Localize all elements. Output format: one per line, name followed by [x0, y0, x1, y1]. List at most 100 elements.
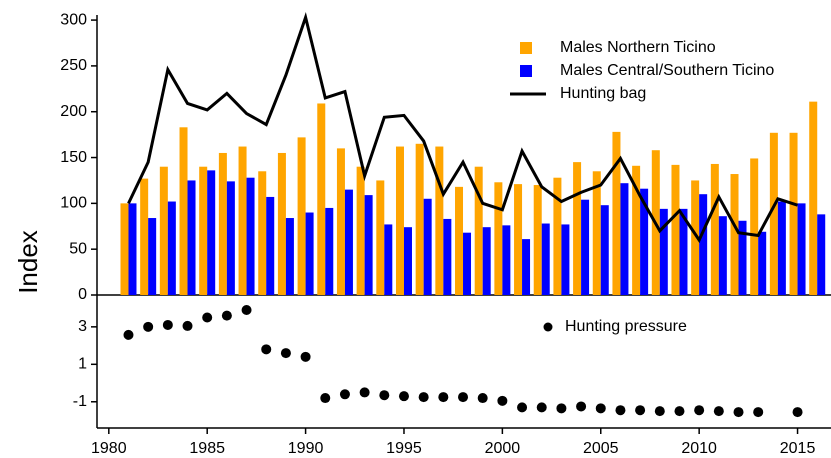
bar [344, 189, 353, 295]
bar [356, 166, 365, 295]
bar [809, 101, 818, 296]
point [280, 348, 291, 359]
bar [384, 224, 393, 295]
bar [364, 195, 373, 295]
bar [718, 216, 727, 295]
point [320, 393, 331, 404]
bar [817, 214, 826, 295]
x-tick-label: 2005 [583, 440, 619, 457]
point [595, 403, 606, 414]
bar [443, 218, 452, 295]
y-tick-label: 100 [60, 195, 87, 212]
bar [297, 137, 306, 295]
point [792, 407, 803, 418]
bar [207, 170, 216, 295]
point [418, 392, 429, 403]
bar [285, 218, 294, 295]
point [438, 392, 449, 403]
bar [148, 218, 157, 295]
bar [120, 203, 129, 295]
bar [159, 166, 168, 295]
point [398, 391, 409, 402]
point [635, 405, 646, 416]
x-tick-label: 2010 [681, 440, 717, 457]
bar [317, 103, 326, 295]
point [458, 392, 469, 403]
bar [553, 177, 562, 295]
bar [777, 201, 786, 295]
bar [277, 152, 286, 295]
bar [797, 203, 806, 295]
bar [789, 132, 798, 295]
x-tick-label: 1985 [189, 440, 225, 457]
bar [620, 183, 629, 295]
bar [128, 203, 137, 295]
bar [659, 208, 668, 295]
point [556, 403, 567, 414]
bar [769, 132, 778, 295]
legend-label: Males Northern Ticino [560, 39, 716, 56]
legend-marker [543, 322, 553, 332]
x-tick-label: 2000 [485, 440, 521, 457]
point [576, 401, 587, 412]
y-tick-label: -1 [73, 393, 87, 410]
x-tick-label: 1980 [91, 440, 127, 457]
point [694, 405, 705, 416]
bar [502, 225, 511, 295]
point [615, 405, 626, 416]
bar [218, 152, 227, 295]
point [477, 393, 488, 404]
y-tick-label: 3 [78, 318, 87, 335]
bar [514, 184, 523, 295]
bar [671, 164, 680, 295]
point [753, 407, 764, 418]
y-tick-label: 250 [60, 57, 87, 74]
bar [395, 146, 404, 295]
point [202, 312, 213, 323]
bar [691, 180, 700, 295]
x-tick-label: 2015 [780, 440, 816, 457]
bar [140, 178, 149, 295]
bar [632, 165, 641, 295]
bar [167, 201, 176, 295]
bar [179, 127, 188, 295]
point [674, 406, 685, 417]
point [379, 390, 390, 401]
point [162, 319, 173, 330]
point [241, 304, 252, 315]
bar [522, 239, 531, 295]
point [182, 320, 193, 331]
bar [403, 227, 412, 295]
point [497, 395, 508, 406]
bar [573, 162, 582, 295]
bar [474, 166, 483, 295]
bar [561, 224, 570, 295]
point [654, 406, 665, 417]
bar [463, 232, 472, 295]
bar [238, 146, 247, 295]
bar [679, 208, 688, 295]
point [339, 389, 350, 400]
y-tick-label: 150 [60, 149, 87, 166]
x-tick-label: 1995 [386, 440, 422, 457]
point [359, 387, 370, 398]
y-tick-label: 1 [78, 356, 87, 373]
bar [415, 143, 424, 295]
legend-label: Males Central/Southern Ticino [560, 62, 774, 79]
point [221, 310, 232, 321]
bar [199, 166, 208, 295]
y-tick-label: 50 [69, 240, 87, 257]
bar [482, 227, 491, 295]
x-tick-label: 1990 [288, 440, 324, 457]
bar [612, 131, 621, 295]
bar [750, 158, 759, 295]
bar [376, 180, 385, 295]
bar [266, 196, 275, 295]
legend-swatch [520, 42, 532, 54]
legend-swatch [520, 65, 532, 77]
bar [592, 171, 601, 295]
bar [533, 185, 542, 295]
y-tick-label: 200 [60, 103, 87, 120]
bar [581, 199, 590, 295]
